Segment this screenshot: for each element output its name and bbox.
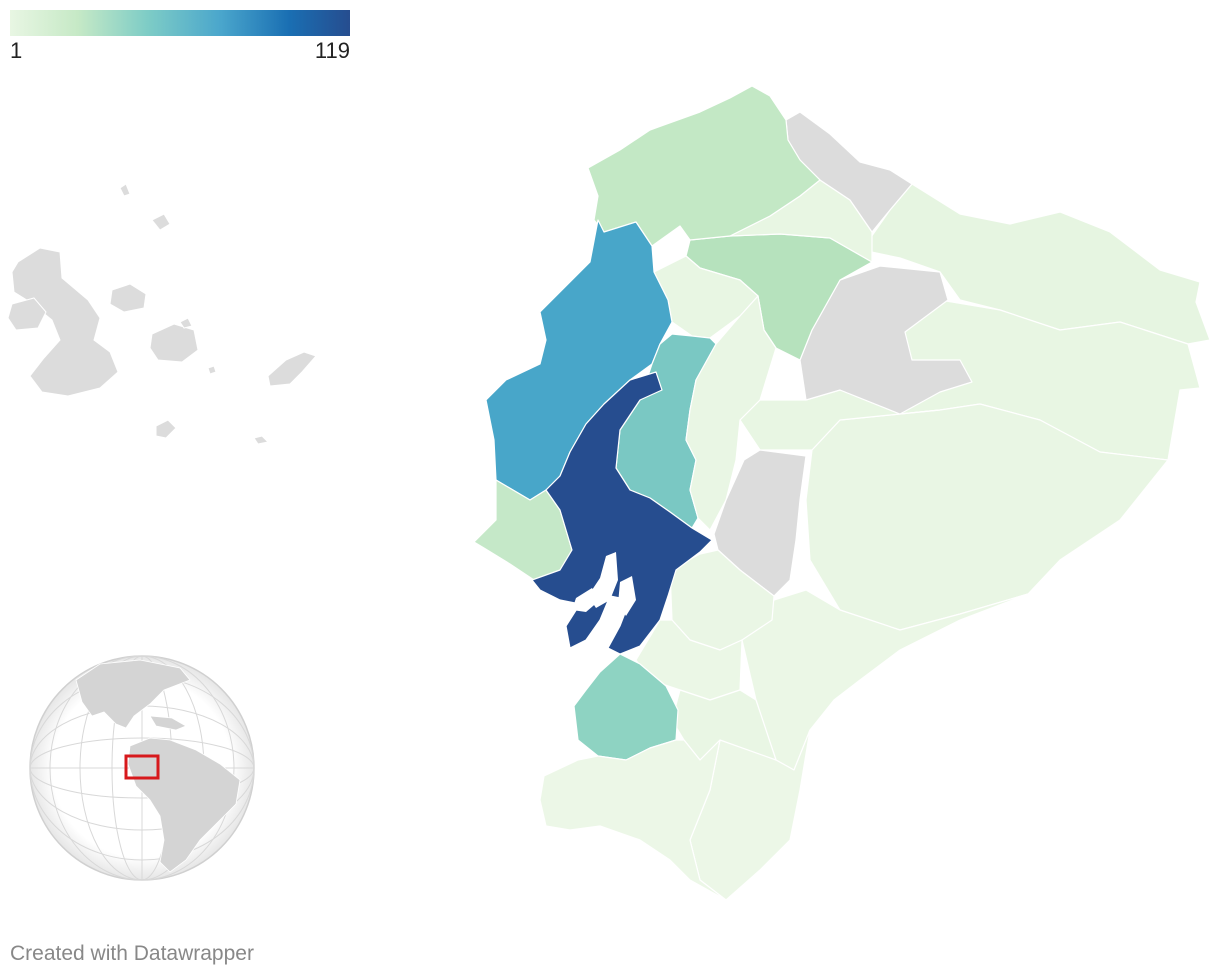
province-pastaza[interactable] bbox=[805, 403, 1169, 631]
locator-highlight-box bbox=[124, 754, 160, 780]
north-america-shape bbox=[75, 659, 191, 729]
island-marchena[interactable] bbox=[119, 183, 131, 197]
province-azuay[interactable] bbox=[671, 689, 777, 761]
color-legend: 1 119 bbox=[10, 10, 350, 64]
island-small-3[interactable] bbox=[207, 365, 217, 375]
island-santiago[interactable] bbox=[109, 283, 147, 313]
globe-land bbox=[75, 659, 241, 873]
island-small-1[interactable] bbox=[179, 317, 193, 329]
footer-credit: Created with Datawrapper bbox=[10, 942, 254, 965]
legend-gradient bbox=[10, 10, 350, 36]
province-guayas[interactable] bbox=[531, 371, 713, 655]
province-loja[interactable] bbox=[539, 739, 727, 901]
caribbean-shape bbox=[149, 715, 187, 731]
province-sucumbios[interactable] bbox=[861, 183, 1211, 345]
mainland-provinces bbox=[473, 85, 1211, 901]
legend-max-label: 119 bbox=[314, 38, 350, 63]
province-tungurahua-no-data[interactable] bbox=[713, 449, 807, 597]
gulf-water bbox=[572, 552, 636, 616]
island-genovesa[interactable] bbox=[151, 213, 171, 231]
island-espanola[interactable] bbox=[155, 419, 177, 439]
province-cotopaxi-no-data[interactable] bbox=[799, 265, 973, 415]
south-america-shape bbox=[127, 737, 241, 873]
legend-min-label: 1 bbox=[10, 38, 23, 63]
island-small-2[interactable] bbox=[253, 435, 270, 445]
galapagos-islands bbox=[7, 183, 317, 445]
island-santa-cruz[interactable] bbox=[149, 323, 199, 363]
locator-globe bbox=[29, 655, 255, 881]
island-san-cristobal[interactable] bbox=[267, 351, 317, 387]
island-fernandina[interactable] bbox=[7, 297, 47, 331]
